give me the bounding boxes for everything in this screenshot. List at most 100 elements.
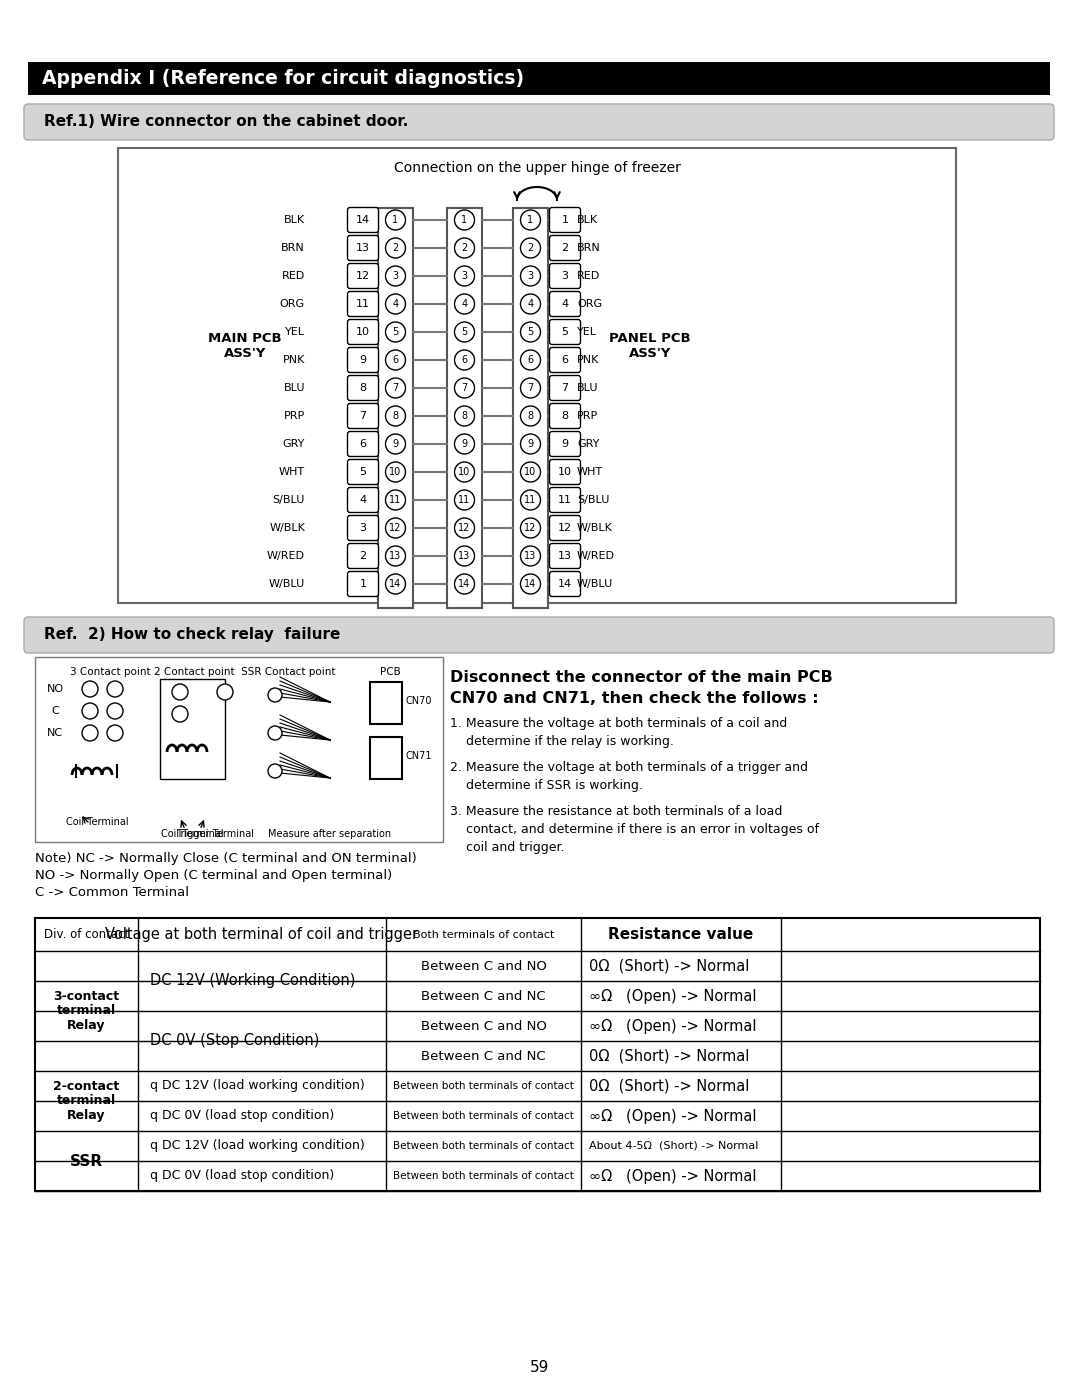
Text: 6: 6	[392, 355, 399, 365]
Text: ORG: ORG	[577, 299, 603, 309]
FancyBboxPatch shape	[348, 543, 378, 569]
Text: NC: NC	[46, 728, 63, 738]
Text: 1: 1	[527, 215, 534, 225]
Text: 13: 13	[458, 550, 471, 562]
Text: 1: 1	[360, 578, 366, 590]
Text: 7: 7	[461, 383, 468, 393]
Text: About 4-5Ω  (Short) -> Normal: About 4-5Ω (Short) -> Normal	[589, 1141, 758, 1151]
Text: 3: 3	[392, 271, 399, 281]
Text: 5: 5	[461, 327, 468, 337]
FancyBboxPatch shape	[550, 348, 581, 373]
Text: MAIN PCB
ASS'Y: MAIN PCB ASS'Y	[208, 332, 282, 360]
FancyBboxPatch shape	[550, 292, 581, 317]
Text: DC 0V (Stop Condition): DC 0V (Stop Condition)	[150, 1034, 320, 1049]
Text: Appendix Ⅰ (Reference for circuit diagnostics): Appendix Ⅰ (Reference for circuit diagno…	[42, 68, 524, 88]
Text: 12: 12	[356, 271, 370, 281]
FancyBboxPatch shape	[550, 460, 581, 485]
FancyBboxPatch shape	[550, 320, 581, 345]
Text: 7: 7	[392, 383, 399, 393]
Text: ∞Ω   (Open) -> Normal: ∞Ω (Open) -> Normal	[589, 1168, 756, 1183]
Text: PCB: PCB	[380, 666, 401, 678]
Text: Between C and NO: Between C and NO	[420, 960, 546, 972]
FancyBboxPatch shape	[550, 404, 581, 429]
Circle shape	[521, 490, 540, 510]
Circle shape	[268, 764, 282, 778]
FancyBboxPatch shape	[348, 515, 378, 541]
Text: q DC 12V (load working condition): q DC 12V (load working condition)	[150, 1140, 365, 1153]
Text: 6: 6	[527, 355, 534, 365]
FancyBboxPatch shape	[550, 571, 581, 597]
Text: ∞Ω   (Open) -> Normal: ∞Ω (Open) -> Normal	[589, 989, 756, 1003]
Text: 3: 3	[360, 522, 366, 534]
Text: Connection on the upper hinge of freezer: Connection on the upper hinge of freezer	[393, 161, 680, 175]
Text: PANEL PCB
ASS'Y: PANEL PCB ASS'Y	[609, 332, 691, 360]
Bar	[370, 682, 402, 724]
Text: 3. Measure the resistance at both terminals of a load
    contact, and determine: 3. Measure the resistance at both termin…	[450, 805, 819, 854]
Circle shape	[386, 574, 405, 594]
Text: 13: 13	[390, 550, 402, 562]
Text: 6: 6	[461, 355, 468, 365]
Circle shape	[172, 685, 188, 700]
FancyBboxPatch shape	[348, 404, 378, 429]
FancyBboxPatch shape	[24, 617, 1054, 652]
Bar	[513, 208, 548, 608]
Text: Both terminals of contact: Both terminals of contact	[413, 929, 554, 940]
Text: Between C and NC: Between C and NC	[421, 1049, 545, 1063]
Text: 2: 2	[360, 550, 366, 562]
Text: Between both terminals of contact: Between both terminals of contact	[393, 1171, 573, 1180]
Text: 12: 12	[558, 522, 572, 534]
Text: Note) NC -> Normally Close (C terminal and ON terminal): Note) NC -> Normally Close (C terminal a…	[35, 852, 417, 865]
Text: 11: 11	[356, 299, 370, 309]
Bar	[378, 208, 413, 608]
Text: NO: NO	[46, 685, 64, 694]
FancyBboxPatch shape	[550, 543, 581, 569]
Text: 5: 5	[562, 327, 568, 337]
Text: 2: 2	[562, 243, 568, 253]
Text: 2: 2	[527, 243, 534, 253]
Circle shape	[521, 351, 540, 370]
Text: W/BLK: W/BLK	[577, 522, 612, 534]
Text: 8: 8	[461, 411, 468, 420]
Circle shape	[107, 680, 123, 697]
Text: Between both terminals of contact: Between both terminals of contact	[393, 1081, 573, 1091]
Circle shape	[386, 490, 405, 510]
Text: 5: 5	[392, 327, 399, 337]
Text: 1: 1	[392, 215, 399, 225]
Text: S/BLU: S/BLU	[577, 495, 609, 504]
Text: 14: 14	[390, 578, 402, 590]
FancyBboxPatch shape	[348, 488, 378, 513]
Circle shape	[386, 351, 405, 370]
Text: 2-contact
terminal
Relay: 2-contact terminal Relay	[53, 1080, 120, 1123]
Text: 4: 4	[562, 299, 568, 309]
FancyBboxPatch shape	[348, 264, 378, 289]
Text: 1: 1	[461, 215, 468, 225]
Text: 8: 8	[527, 411, 534, 420]
Text: 4: 4	[461, 299, 468, 309]
Text: YEL: YEL	[577, 327, 597, 337]
Circle shape	[455, 237, 474, 258]
Circle shape	[521, 407, 540, 426]
Circle shape	[268, 726, 282, 740]
Text: Disconnect the connector of the main PCB
CN70 and CN71, then check the follows :: Disconnect the connector of the main PCB…	[450, 671, 833, 705]
Text: C -> Common Terminal: C -> Common Terminal	[35, 886, 189, 900]
FancyBboxPatch shape	[550, 376, 581, 401]
Circle shape	[455, 434, 474, 454]
Text: GRY: GRY	[283, 439, 305, 448]
FancyBboxPatch shape	[550, 488, 581, 513]
Circle shape	[455, 490, 474, 510]
Text: 12: 12	[458, 522, 471, 534]
Text: 10: 10	[558, 467, 572, 476]
Circle shape	[82, 725, 98, 740]
Circle shape	[521, 574, 540, 594]
FancyBboxPatch shape	[348, 348, 378, 373]
Text: PNK: PNK	[283, 355, 305, 365]
Circle shape	[521, 434, 540, 454]
FancyBboxPatch shape	[348, 376, 378, 401]
Text: BLU: BLU	[283, 383, 305, 393]
Text: ∞Ω   (Open) -> Normal: ∞Ω (Open) -> Normal	[589, 1108, 756, 1123]
Text: Ref.  2) How to check relay  failure: Ref. 2) How to check relay failure	[44, 627, 340, 643]
Text: 14: 14	[558, 578, 572, 590]
FancyBboxPatch shape	[348, 571, 378, 597]
FancyBboxPatch shape	[348, 432, 378, 457]
Circle shape	[172, 705, 188, 722]
